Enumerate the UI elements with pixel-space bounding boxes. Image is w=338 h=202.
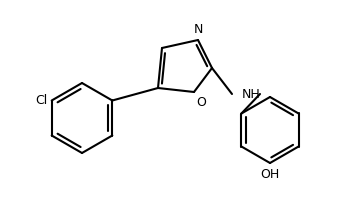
Text: O: O <box>196 96 206 109</box>
Text: N: N <box>193 23 203 36</box>
Text: NH: NH <box>242 87 261 101</box>
Text: OH: OH <box>260 168 280 181</box>
Text: Cl: Cl <box>35 94 48 107</box>
